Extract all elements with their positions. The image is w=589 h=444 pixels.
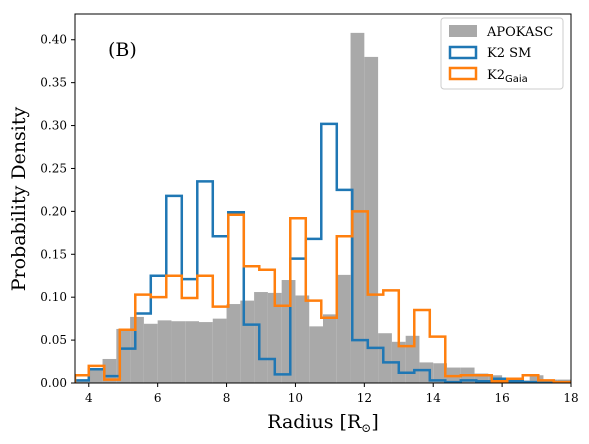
apokasc-bar [474,373,489,383]
y-tick-label: 0.00 [40,376,67,390]
apokasc-bar [212,318,227,383]
legend-swatch-k2-sm [448,45,478,60]
apokasc-bar [254,292,268,383]
legend: APOKASC K2 SM K2Gaia [440,17,564,90]
apokasc-bar [323,314,337,383]
legend-label-apokasc: APOKASC [486,25,553,40]
x-axis-label-sun-symbol: ⊙ [361,421,371,435]
apokasc-bar [185,321,199,383]
x-tick-label: 18 [563,391,578,405]
legend-label-k2-sm: K2 SM [487,46,531,61]
y-tick-label: 0.25 [40,161,67,175]
apokasc-bar [267,292,282,383]
x-tick-label: 14 [426,391,442,405]
legend-label-k2-gaia-main: K2 [487,68,505,83]
apokasc-bar [143,323,158,383]
apokasc-bar [130,316,144,383]
apokasc-bar [336,274,351,383]
x-tick-label: 12 [357,391,372,405]
y-axis-label: Probability Density [8,106,30,291]
x-tick-label: 16 [494,391,509,405]
panel-label: (B) [108,39,137,61]
y-tick-label: 0.10 [40,290,67,304]
x-axis-label: Radius [R⊙] [267,411,379,435]
apokasc-bar [585,378,589,383]
x-tick-label: 10 [288,391,303,405]
axes-frame [74,13,572,384]
legend-swatch-k2-gaia [448,66,478,81]
apokasc-bar [405,335,420,383]
apokasc-bar [350,32,365,383]
apokasc-bar [295,295,310,383]
axes: 4 6 8 10 12 14 16 18 0.00 0.05 0.10 0.15 0.20 0.25 0.3… [40,13,579,405]
legend-label-k2-gaia-sub: Gaia [505,74,528,85]
apokasc-bar [75,381,89,383]
apokasc-bar [157,320,172,383]
apokasc-bar [281,280,296,383]
apokasc-bar [240,300,255,383]
y-tick-label: 0.05 [40,333,67,347]
apokasc-bar [433,363,447,383]
x-tick-label: 4 [85,391,93,405]
y-tick-label: 0.35 [40,76,67,90]
apokasc-bar [571,380,585,383]
x-axis-label-main: Radius [R [267,411,362,433]
apokasc-bar [171,321,186,383]
apokasc-bar [364,56,379,383]
y-tick-label: 0.40 [40,33,67,47]
apokasc-bar [88,370,103,383]
legend-swatch-apokasc [449,25,477,37]
legend-label-k2-gaia: K2Gaia [487,68,528,85]
k2-gaia-step-line [75,210,571,383]
y-tick-label: 0.15 [40,247,67,261]
x-axis-label-close: ] [371,411,378,433]
apokasc-bar [309,326,323,383]
x-tick-label: 6 [154,391,162,405]
y-tick-label: 0.30 [40,119,67,133]
plot-area [75,32,589,383]
apokasc-bar [529,375,544,383]
y-tick-label: 0.20 [40,204,67,218]
apokasc-bar [199,322,213,383]
apokasc-bar [378,333,392,383]
x-tick-label: 8 [223,391,231,405]
apokasc-bar [226,304,241,383]
